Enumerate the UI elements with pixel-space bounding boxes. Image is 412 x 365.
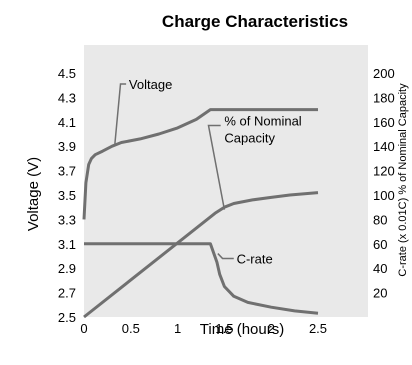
y-tick-label: 3.1 bbox=[58, 237, 76, 252]
y-axis-label: Voltage (V) bbox=[25, 157, 42, 231]
y-tick-label: 3.5 bbox=[58, 188, 76, 203]
y-tick-label: 2.7 bbox=[58, 286, 76, 301]
annotation-of-nominal: % of Nominal bbox=[224, 114, 301, 129]
x-axis-ticks: 0 0.5 1 1.5 2 2.5 bbox=[80, 321, 327, 336]
chart-title: Charge Characteristics bbox=[162, 12, 348, 31]
x-tick-label: 1 bbox=[174, 321, 181, 336]
y2-tick-label: 200 bbox=[373, 66, 395, 81]
right-axis-label: C-rate (x 0.01C) % of Nominal Capacity bbox=[397, 83, 409, 277]
y-tick-label: 4.3 bbox=[58, 90, 76, 105]
y-tick-label: 4.1 bbox=[58, 115, 76, 130]
y2-tick-label: 100 bbox=[373, 188, 395, 203]
y2-tick-label: 120 bbox=[373, 164, 395, 179]
y2-tick-label: 60 bbox=[373, 237, 387, 252]
annotation-c-rate: C-rate bbox=[237, 251, 273, 266]
series-line-of-nominal-capacity bbox=[83, 191, 319, 319]
x-tick-label: 2.5 bbox=[309, 321, 327, 336]
x-tick-label: 1.5 bbox=[215, 321, 233, 336]
y2-tick-label: 180 bbox=[373, 90, 395, 105]
annotation-voltage: Voltage bbox=[129, 77, 172, 92]
y2-tick-label: 40 bbox=[373, 261, 387, 276]
annotations: Voltage % of Nominal Capacity C-rate bbox=[114, 77, 302, 266]
y-tick-label: 3.9 bbox=[58, 139, 76, 154]
y2-tick-label: 20 bbox=[373, 286, 387, 301]
plot-area bbox=[84, 45, 368, 317]
y-tick-label: 2.9 bbox=[58, 261, 76, 276]
series-line-voltage bbox=[82, 108, 318, 220]
y-tick-label: 3.3 bbox=[58, 212, 76, 227]
c-rate-leader-line bbox=[217, 253, 234, 260]
y-tick-label: 2.5 bbox=[58, 310, 76, 325]
y2-tick-label: 140 bbox=[373, 139, 395, 154]
series-lines bbox=[82, 108, 319, 319]
x-axis-label: Time (hours) bbox=[200, 321, 284, 338]
series-line-c-rate bbox=[84, 242, 319, 315]
annotation-capacity: Capacity bbox=[224, 131, 275, 146]
y-tick-label: 3.7 bbox=[58, 164, 76, 179]
y2-tick-label: 160 bbox=[373, 115, 395, 130]
left-axis-ticks: 2.5 2.7 2.9 3.1 3.3 3.5 3.7 3.9 4.1 4.3 4.5 bbox=[58, 66, 76, 325]
y-tick-label: 4.5 bbox=[58, 66, 76, 81]
y2-tick-label: 80 bbox=[373, 212, 387, 227]
voltage-leader-line bbox=[114, 83, 127, 144]
x-tick-label: 2 bbox=[268, 321, 275, 336]
capacity-leader-line bbox=[207, 124, 226, 210]
x-tick-label: 0.5 bbox=[122, 321, 140, 336]
x-tick-label: 0 bbox=[80, 321, 87, 336]
right-axis-ticks: 20 40 60 80 100 120 140 160 180 200 bbox=[373, 66, 395, 301]
